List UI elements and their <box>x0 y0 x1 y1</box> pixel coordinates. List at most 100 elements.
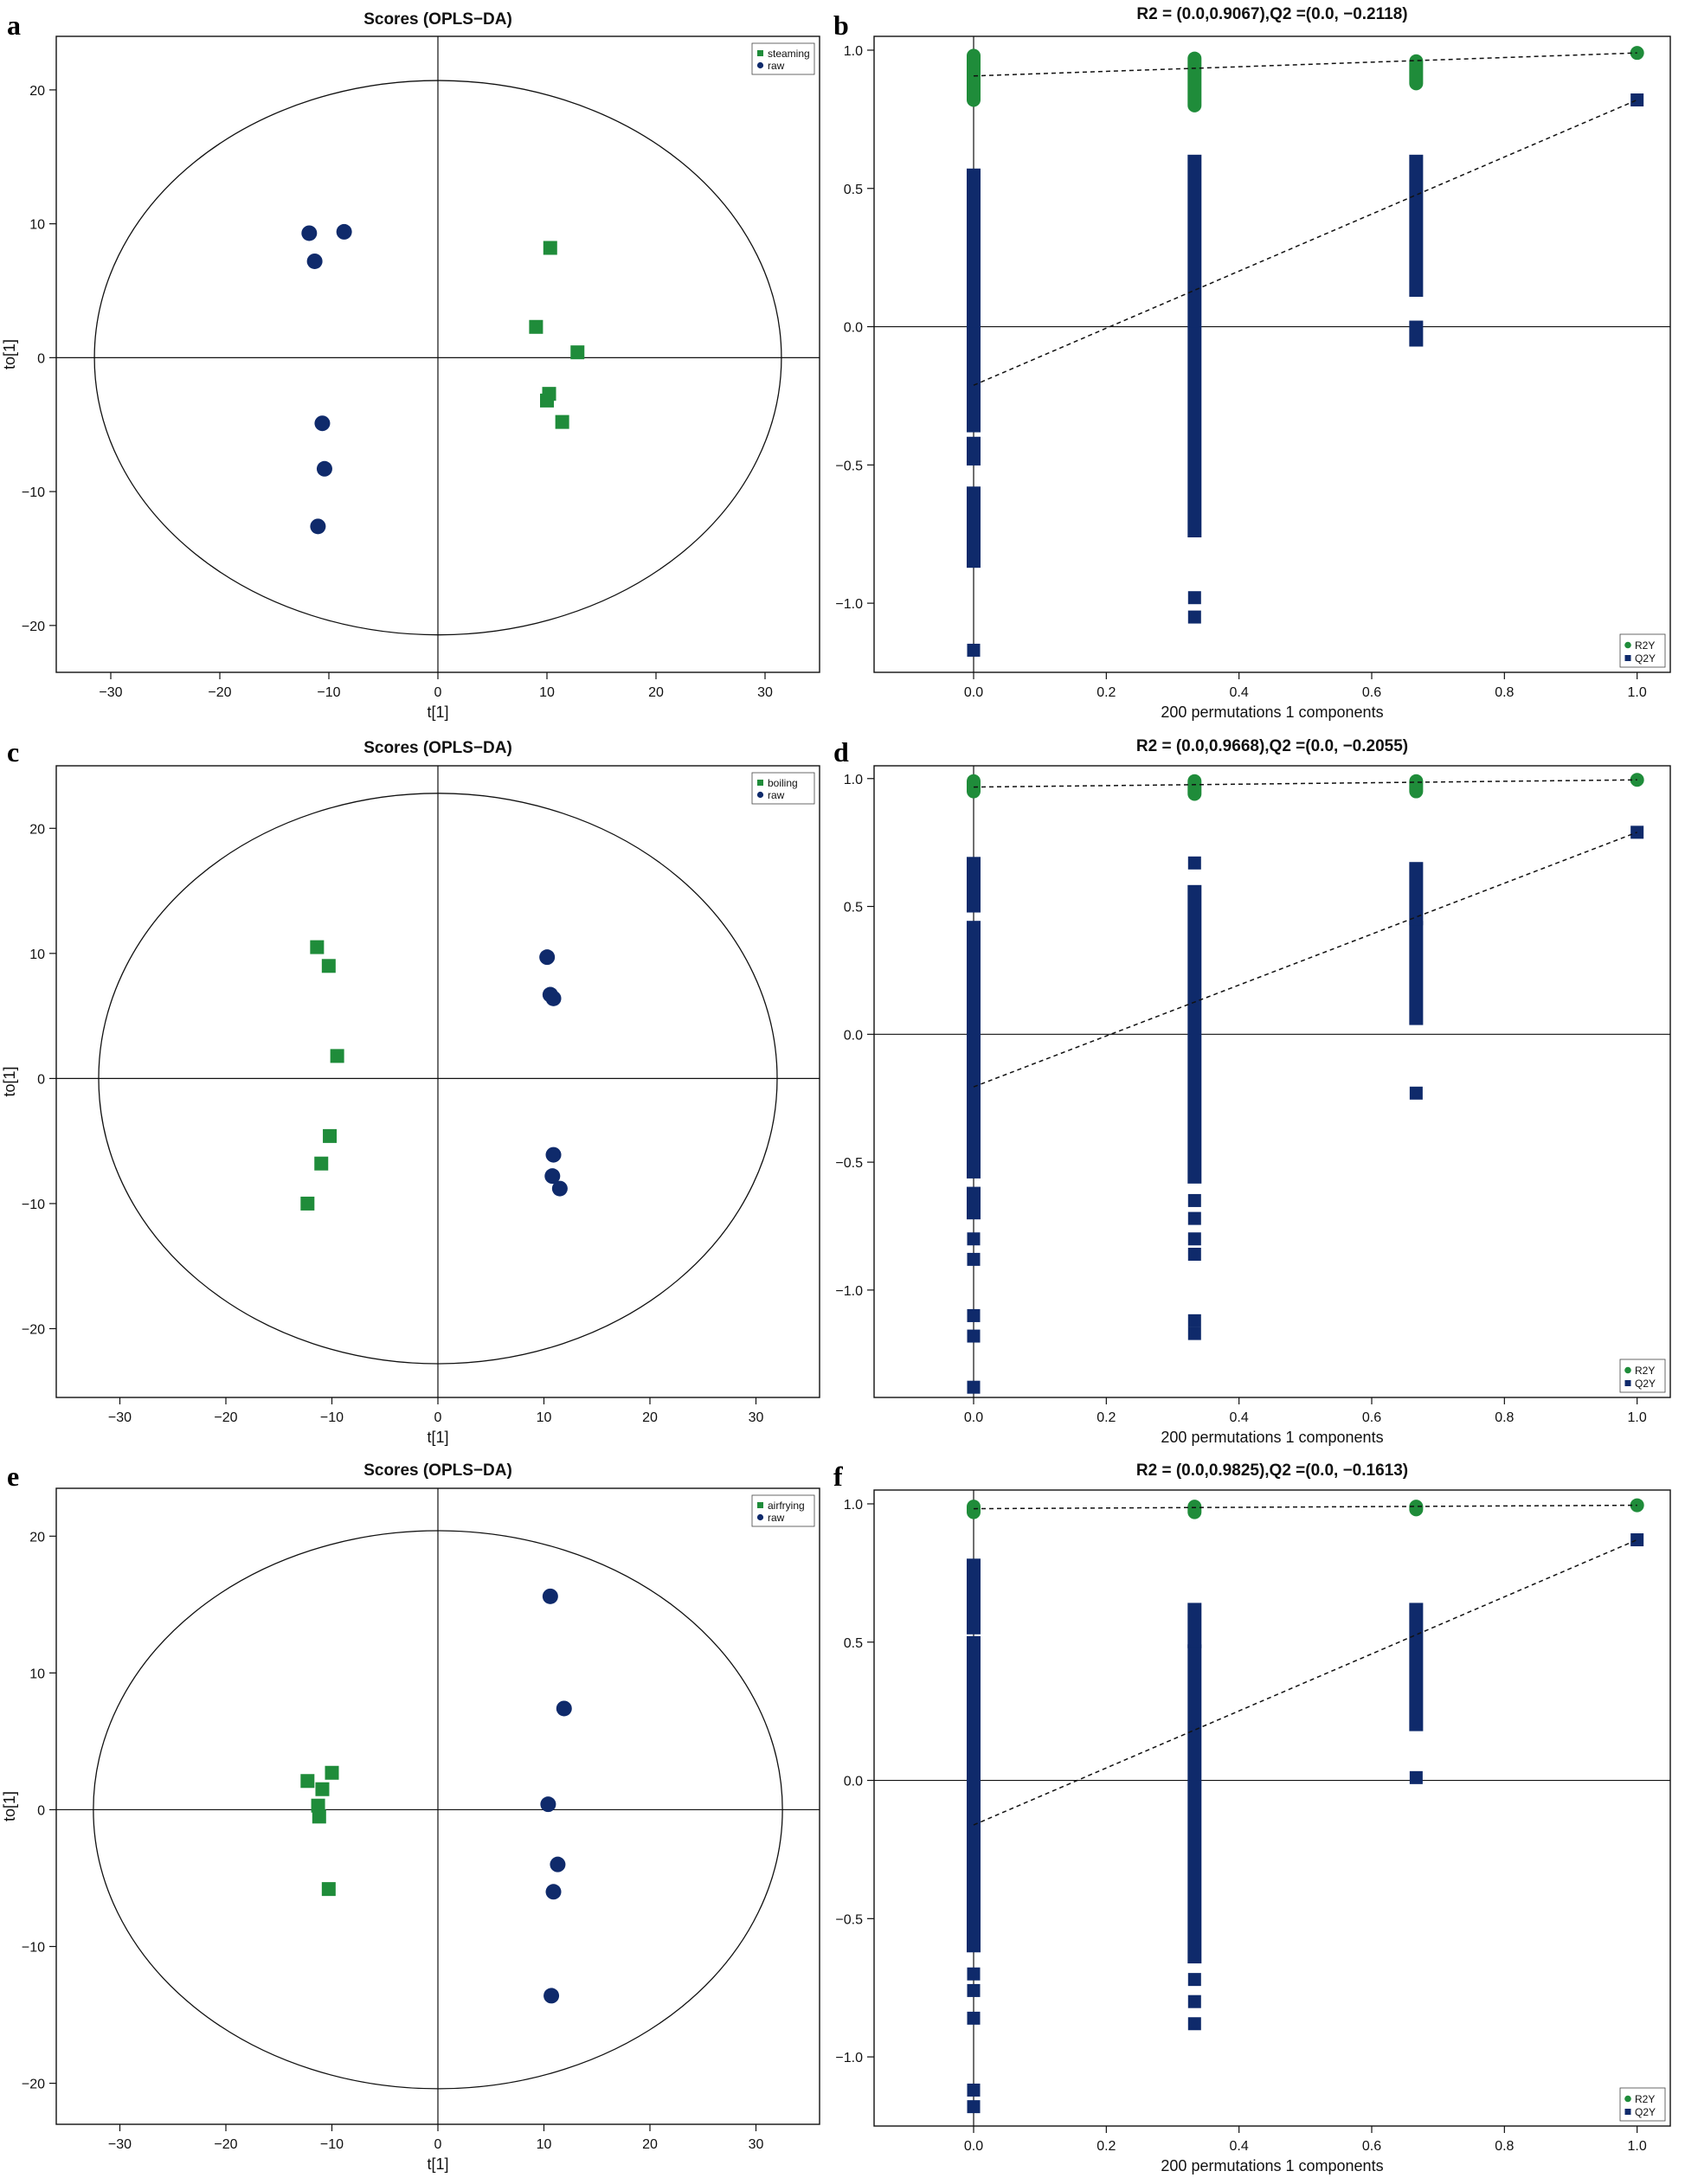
q2-permutation-band <box>1409 320 1424 347</box>
panel-letter: c <box>7 736 19 768</box>
legend-label: raw <box>768 1512 785 1524</box>
q2-permutation-band <box>967 486 981 568</box>
x-tick-label: 0.6 <box>1362 1410 1381 1425</box>
legend-marker-square <box>757 780 763 786</box>
r2-permutation-band <box>1409 54 1424 91</box>
q2-permutation-band <box>1187 884 1202 1184</box>
q2-permutation-band <box>967 325 981 433</box>
panel-letter: f <box>833 1461 843 1492</box>
x-tick-label: 0.0 <box>964 685 983 700</box>
x-tick-label: 0.8 <box>1495 1410 1514 1425</box>
x-tick-label: 0.2 <box>1097 1410 1116 1425</box>
legend-marker-square <box>1624 655 1631 661</box>
panel-b: b R2 = (0.0,0.9067),Q2 =(0.0, −0.2118) 0.0… <box>833 5 1671 721</box>
y-tick-label: 0.0 <box>844 1028 863 1043</box>
x-tick-label: 0.2 <box>1097 685 1116 700</box>
chart-title: R2 = (0.0,0.9668),Q2 =(0.0, −0.2055) <box>1136 737 1408 755</box>
legend-marker-circle <box>1624 1366 1631 1374</box>
point-airfrying <box>325 1765 339 1780</box>
q2-permutation-point <box>967 1380 981 1394</box>
point-raw <box>543 1988 560 2004</box>
x-axis-label: t[1] <box>427 1429 448 1446</box>
q2-permutation-point <box>967 1308 981 1322</box>
y-tick-label: 0.0 <box>844 321 863 336</box>
point-raw <box>542 1588 558 1604</box>
x-tick-label: 30 <box>749 1410 764 1425</box>
q2-permutation-point <box>967 1983 981 1997</box>
x-tick-label: −30 <box>108 1410 132 1425</box>
q2-permutation-band <box>1187 1603 1202 1648</box>
legend-label: boiling <box>768 777 798 789</box>
x-tick-label: 0 <box>434 2137 442 2152</box>
q2-permutation-point <box>967 2083 981 2097</box>
x-tick-label: 0 <box>434 1410 442 1425</box>
point-airfrying <box>321 1882 336 1897</box>
r2-permutation-band <box>1409 1500 1424 1517</box>
point-airfrying <box>300 1774 315 1789</box>
q2-permutation-band <box>967 168 981 328</box>
q2-permutation-point <box>1187 1973 1201 1987</box>
x-tick-label: 1.0 <box>1628 2139 1647 2154</box>
x-axis-label: t[1] <box>427 703 448 721</box>
q2-permutation-point <box>1187 1193 1201 1207</box>
x-tick-label: −20 <box>208 685 231 700</box>
point-raw <box>306 253 323 269</box>
y-tick-label: −10 <box>22 1198 45 1212</box>
q2-permutation-band <box>1409 921 1424 1025</box>
x-tick-label: 0.6 <box>1362 2139 1381 2154</box>
q2-permutation-band <box>967 436 981 466</box>
y-tick-label: 20 <box>29 1530 45 1545</box>
x-tick-label: −10 <box>317 685 340 700</box>
legend-marker-square <box>1624 1380 1631 1386</box>
point-raw <box>545 990 562 1006</box>
panel-c: c Scores (OPLS−DA) −30 −20 −10 0 10 20 30 −20 −10 0… <box>1 736 820 1446</box>
x-tick-label: 0 <box>434 685 442 700</box>
point-boiling <box>323 1128 338 1143</box>
panel-e: e Scores (OPLS−DA) −30 −20 −10 0 10 20 30 −20 −10 0… <box>1 1461 820 2173</box>
hotelling-ellipse <box>93 1530 783 2090</box>
y-tick-label: −10 <box>22 1941 45 1956</box>
legend-marker-circle <box>756 61 764 69</box>
point-raw <box>336 223 352 240</box>
legend-box <box>1619 2087 1666 2122</box>
panel-letter: d <box>833 736 849 768</box>
legend-box <box>1619 633 1666 668</box>
legend-label: raw <box>768 789 785 801</box>
y-tick-label: −1.0 <box>835 1284 863 1299</box>
q2-permutation-point <box>967 1252 981 1266</box>
legend-box <box>751 772 815 805</box>
x-tick-label: −30 <box>108 2137 132 2152</box>
hotelling-ellipse <box>93 80 782 636</box>
x-tick-label: 0.0 <box>964 1410 983 1425</box>
legend-label: Q2Y <box>1635 1378 1656 1390</box>
chart-title: Scores (OPLS−DA) <box>363 739 512 757</box>
x-tick-label: 20 <box>642 2137 658 2152</box>
y-tick-label: 0 <box>37 1803 45 1818</box>
legend-marker-circle <box>756 1513 764 1521</box>
x-tick-label: 0.6 <box>1362 685 1381 700</box>
x-tick-label: 30 <box>757 685 773 700</box>
r2-regression-line <box>973 52 1637 77</box>
point-raw <box>556 1700 572 1717</box>
point-raw <box>310 518 326 535</box>
point-steaming <box>543 241 557 255</box>
y-tick-label: 0.5 <box>844 183 863 197</box>
point-raw <box>544 1168 561 1185</box>
r2-permutation-band <box>967 48 981 107</box>
q2-permutation-point <box>967 643 981 657</box>
chart-title: R2 = (0.0,0.9825),Q2 =(0.0, −0.1613) <box>1136 1461 1408 1480</box>
panel-d: d R2 = (0.0,0.9668),Q2 =(0.0, −0.2055) 0.0… <box>833 736 1671 1446</box>
point-steaming <box>529 319 543 334</box>
y-tick-label: −20 <box>22 1322 45 1337</box>
q2-permutation-point <box>1187 610 1201 624</box>
q2-permutation-band <box>1187 154 1202 328</box>
legend-label: airfrying <box>768 1500 805 1512</box>
q2-permutation-point <box>1187 1247 1201 1261</box>
point-raw <box>540 1796 556 1813</box>
q2-permutation-band <box>1187 1644 1202 1964</box>
q2-permutation-point <box>967 1232 981 1246</box>
x-tick-label: −20 <box>214 1410 237 1425</box>
